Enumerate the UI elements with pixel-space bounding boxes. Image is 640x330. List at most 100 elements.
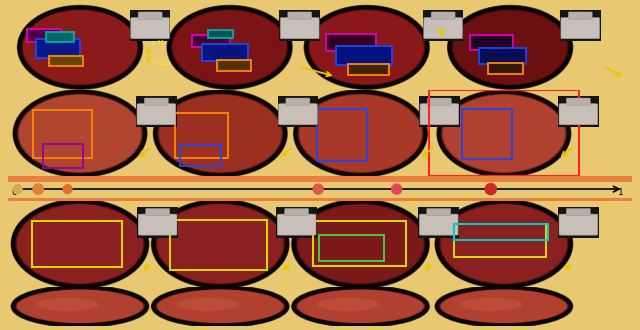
Ellipse shape bbox=[295, 91, 426, 176]
Bar bbox=[312, 221, 406, 266]
Text: 0: 0 bbox=[12, 188, 17, 197]
Bar bbox=[419, 96, 460, 127]
Ellipse shape bbox=[435, 286, 573, 326]
Ellipse shape bbox=[449, 7, 572, 88]
Bar bbox=[278, 96, 318, 127]
Ellipse shape bbox=[436, 287, 572, 326]
Ellipse shape bbox=[292, 286, 429, 326]
Ellipse shape bbox=[168, 7, 291, 88]
Ellipse shape bbox=[155, 91, 285, 176]
Bar bbox=[319, 235, 384, 261]
Bar bbox=[470, 35, 513, 50]
Bar bbox=[423, 10, 463, 41]
Ellipse shape bbox=[12, 200, 148, 288]
FancyBboxPatch shape bbox=[138, 12, 162, 19]
Ellipse shape bbox=[13, 287, 147, 326]
Ellipse shape bbox=[177, 298, 239, 311]
FancyBboxPatch shape bbox=[277, 214, 316, 235]
FancyBboxPatch shape bbox=[428, 98, 451, 105]
Bar bbox=[454, 224, 547, 257]
Ellipse shape bbox=[15, 91, 145, 176]
Bar bbox=[8, 177, 632, 182]
Bar bbox=[429, 90, 579, 177]
Bar bbox=[170, 220, 267, 270]
FancyBboxPatch shape bbox=[566, 98, 590, 105]
Ellipse shape bbox=[18, 6, 142, 89]
FancyBboxPatch shape bbox=[420, 104, 459, 125]
FancyBboxPatch shape bbox=[568, 12, 592, 19]
Ellipse shape bbox=[317, 298, 380, 311]
FancyBboxPatch shape bbox=[559, 214, 598, 235]
Ellipse shape bbox=[292, 200, 429, 288]
Bar bbox=[27, 29, 61, 42]
FancyBboxPatch shape bbox=[559, 104, 598, 125]
Ellipse shape bbox=[306, 7, 428, 88]
Ellipse shape bbox=[154, 90, 287, 177]
Ellipse shape bbox=[13, 90, 147, 177]
Bar bbox=[32, 220, 122, 267]
Ellipse shape bbox=[293, 287, 428, 326]
FancyBboxPatch shape bbox=[278, 104, 317, 125]
Bar bbox=[462, 109, 512, 159]
Bar bbox=[217, 60, 252, 71]
Bar bbox=[138, 207, 178, 238]
Bar bbox=[8, 198, 632, 201]
Point bbox=[13, 186, 23, 192]
Bar bbox=[479, 48, 525, 64]
FancyBboxPatch shape bbox=[419, 214, 458, 235]
Ellipse shape bbox=[153, 287, 287, 326]
Text: y: 12: y: 12 bbox=[152, 40, 164, 45]
Ellipse shape bbox=[153, 201, 287, 287]
Ellipse shape bbox=[12, 286, 148, 326]
Ellipse shape bbox=[436, 287, 572, 326]
Bar bbox=[45, 32, 74, 42]
Ellipse shape bbox=[436, 201, 572, 287]
Bar bbox=[192, 35, 230, 47]
FancyBboxPatch shape bbox=[427, 209, 451, 216]
Ellipse shape bbox=[155, 91, 285, 176]
Bar bbox=[208, 30, 233, 38]
Ellipse shape bbox=[438, 91, 570, 176]
Ellipse shape bbox=[435, 200, 573, 288]
Ellipse shape bbox=[305, 6, 429, 89]
Ellipse shape bbox=[36, 298, 99, 311]
FancyBboxPatch shape bbox=[566, 209, 590, 216]
Point bbox=[63, 186, 73, 192]
Ellipse shape bbox=[153, 201, 287, 287]
Bar bbox=[419, 207, 459, 238]
Bar bbox=[175, 113, 228, 157]
Ellipse shape bbox=[15, 91, 145, 176]
FancyBboxPatch shape bbox=[288, 12, 312, 19]
Bar bbox=[280, 10, 320, 41]
Ellipse shape bbox=[306, 7, 428, 88]
Ellipse shape bbox=[449, 7, 572, 88]
Ellipse shape bbox=[437, 90, 571, 177]
FancyBboxPatch shape bbox=[561, 17, 600, 39]
Bar bbox=[326, 34, 376, 51]
Ellipse shape bbox=[19, 7, 141, 88]
Bar bbox=[335, 47, 392, 65]
FancyBboxPatch shape bbox=[280, 17, 319, 39]
Point bbox=[486, 186, 496, 192]
Ellipse shape bbox=[19, 7, 141, 88]
Ellipse shape bbox=[168, 7, 291, 88]
Bar bbox=[558, 96, 598, 127]
Ellipse shape bbox=[13, 287, 147, 326]
Point bbox=[392, 186, 402, 192]
Ellipse shape bbox=[448, 6, 572, 89]
Bar bbox=[454, 224, 548, 240]
Ellipse shape bbox=[13, 201, 147, 287]
FancyBboxPatch shape bbox=[145, 98, 168, 105]
FancyBboxPatch shape bbox=[286, 98, 310, 105]
Ellipse shape bbox=[438, 91, 570, 176]
Ellipse shape bbox=[167, 6, 292, 89]
Bar bbox=[558, 207, 598, 238]
FancyBboxPatch shape bbox=[431, 12, 455, 19]
Bar bbox=[130, 10, 170, 41]
Bar bbox=[136, 96, 177, 127]
FancyBboxPatch shape bbox=[138, 214, 177, 235]
FancyBboxPatch shape bbox=[424, 17, 463, 39]
Ellipse shape bbox=[152, 200, 289, 288]
Point bbox=[313, 186, 323, 192]
Bar bbox=[488, 63, 523, 74]
